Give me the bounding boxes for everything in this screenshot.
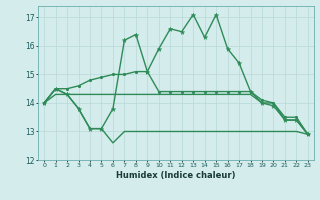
- X-axis label: Humidex (Indice chaleur): Humidex (Indice chaleur): [116, 171, 236, 180]
